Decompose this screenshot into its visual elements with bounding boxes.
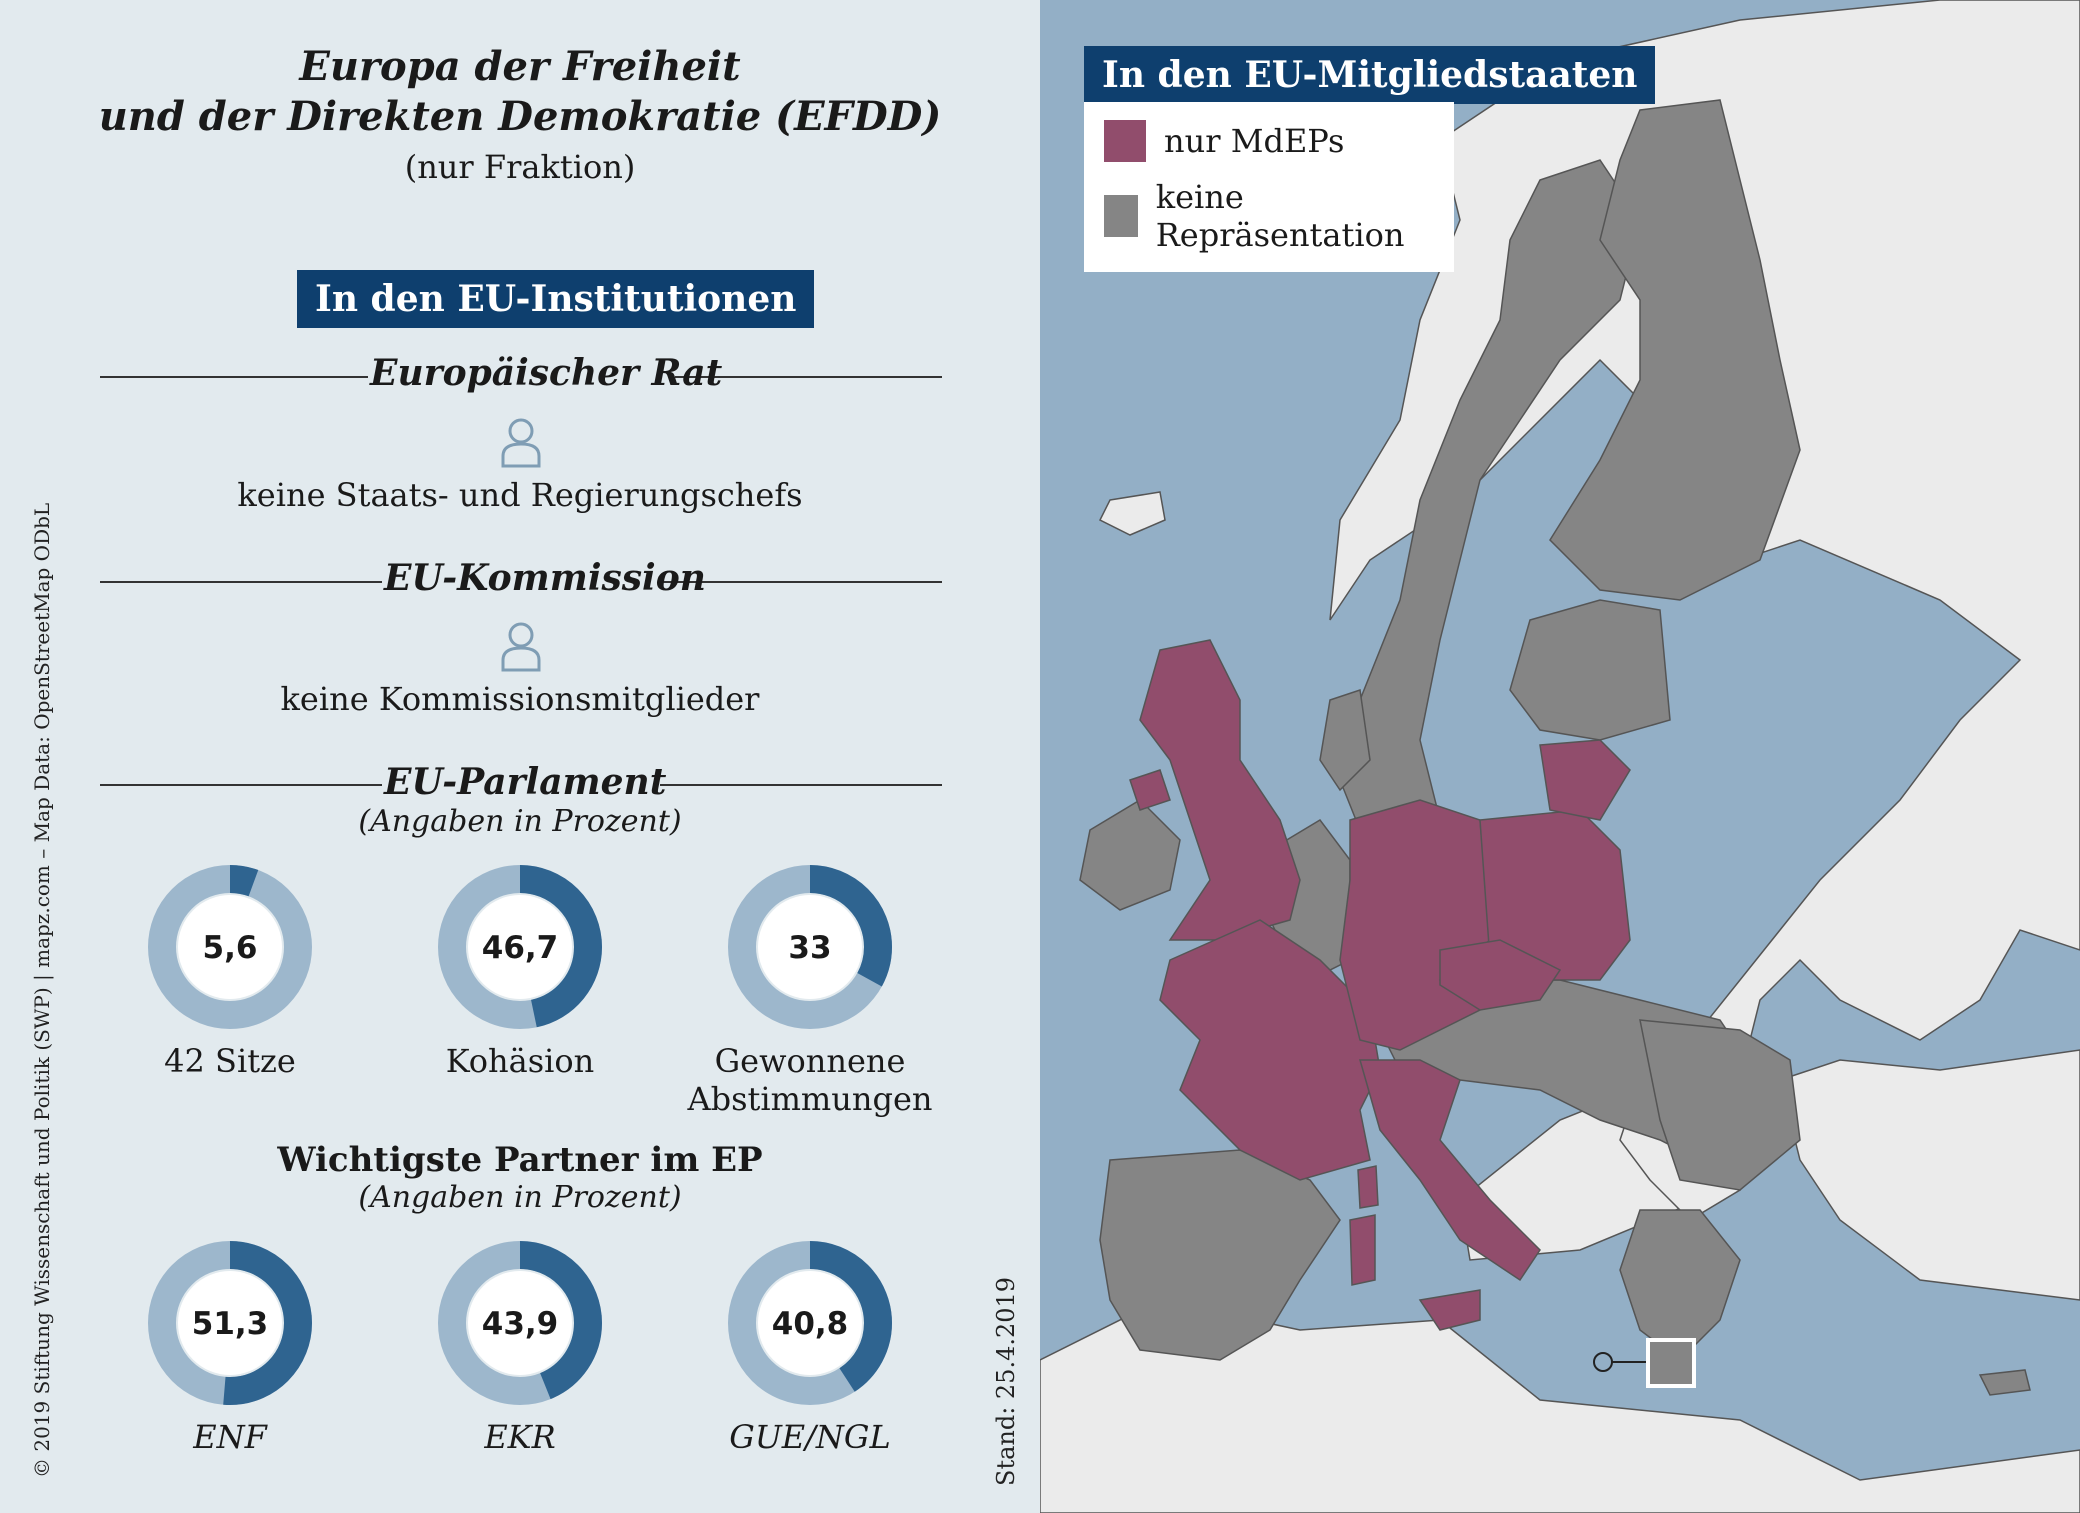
map-czechia: [1439, 939, 1562, 1011]
donut-caption: Gewonnene Abstimmungen: [687, 1042, 933, 1118]
map-germany: [1339, 799, 1491, 1051]
divider-line: [100, 376, 368, 378]
info-panel: Europa der Freiheit und der Direkten Dem…: [0, 0, 1040, 1513]
person-icon: [501, 418, 541, 468]
parliament-note: (Angaben in Prozent): [358, 804, 682, 839]
donut-value-label: 43,9: [482, 1306, 559, 1342]
donut-chart: 5,6: [148, 865, 312, 1029]
map-land-iceland: [1098, 491, 1166, 536]
map-france: [1159, 919, 1381, 1181]
council-heading: Europäischer Rat: [370, 352, 723, 394]
page-subtitle: (nur Fraktion): [404, 148, 636, 186]
donut-value-arc: [728, 865, 892, 1029]
stand-date: Stand: 25.4.2019: [992, 1276, 1020, 1486]
legend-item-none: keine Repräsentation: [1104, 178, 1434, 254]
donut-value-arc: [438, 865, 602, 1029]
donut-chart: 43,9: [438, 1241, 602, 1405]
donut-value-label: 40,8: [772, 1306, 849, 1342]
map-romania-bulgaria: [1639, 1019, 1801, 1191]
parliament-heading: EU-Parlament: [384, 761, 667, 803]
donut-value-arc: [438, 1241, 602, 1405]
donut-caption: 42 Sitze: [164, 1042, 296, 1080]
member-states-badge: In den EU-Mitgliedstaaten: [1084, 46, 1656, 104]
map-italy: [1359, 1059, 1541, 1282]
donut-chart: 33: [728, 865, 892, 1029]
page-title: Europa der Freiheit und der Direkten Dem…: [0, 42, 1040, 142]
donut-caption: GUE/NGL: [729, 1418, 891, 1456]
donut-center: [758, 895, 862, 999]
donut-center: [178, 895, 282, 999]
divider-line: [675, 376, 942, 378]
divider-line: [100, 581, 382, 583]
title-line-2: und der Direkten Demokratie (EFDD): [98, 93, 942, 140]
donut-center: [468, 895, 572, 999]
divider-line: [660, 581, 942, 583]
map-lithuania: [1539, 739, 1631, 821]
map-denmark: [1319, 689, 1371, 792]
donut-caption: Kohäsion: [445, 1042, 595, 1080]
map-baltics: [1509, 599, 1671, 741]
legend-swatch-none: [1104, 195, 1138, 237]
institutions-badge: In den EU-Institutionen: [297, 270, 815, 328]
legend-label-mdeps: nur MdEPs: [1164, 122, 1345, 160]
map-iberia: [1099, 1149, 1341, 1361]
donut-chart: 51,3: [148, 1241, 312, 1405]
donut-value-arc: [148, 1241, 312, 1405]
legend-item-mdeps: nur MdEPs: [1104, 120, 1434, 162]
donut-value-label: 46,7: [482, 930, 559, 966]
commission-heading: EU-Kommission: [384, 557, 706, 599]
donut-chart: 46,7: [438, 865, 602, 1029]
council-text: keine Staats- und Regierungschefs: [237, 476, 803, 514]
map-finland: [1549, 99, 1801, 601]
partners-note: (Angaben in Prozent): [358, 1180, 682, 1215]
donut-center: [758, 1271, 862, 1375]
donut-value-label: 51,3: [192, 1306, 269, 1342]
donut-value-arc: [728, 1241, 892, 1405]
map-northern-ireland: [1129, 769, 1171, 811]
legend-swatch-mdeps: [1104, 120, 1146, 162]
title-line-1: Europa der Freiheit: [299, 43, 741, 90]
malta-marker: [1593, 1352, 1613, 1372]
donut-value-label: 5,6: [203, 930, 258, 966]
europe-map: In den EU-Mitgliedstaaten nur MdEPs kein…: [1040, 0, 2080, 1513]
map-canvas: [1040, 0, 2080, 1513]
legend-label-none: keine Repräsentation: [1155, 178, 1405, 254]
divider-line: [100, 784, 382, 786]
copyright-credit: © 2019 Stiftung Wissenschaft und Politik…: [30, 502, 54, 1478]
donut-center: [468, 1271, 572, 1375]
map-ireland: [1079, 799, 1181, 911]
map-land-turkey-middle-east: [1779, 1049, 2080, 1301]
divider-line: [660, 784, 942, 786]
commission-text: keine Kommissionsmitglieder: [280, 680, 760, 718]
donut-caption: ENF: [193, 1418, 267, 1456]
map-cyprus: [1978, 1369, 2031, 1396]
map-greece: [1619, 1209, 1741, 1361]
donut-value-arc: [148, 865, 312, 1029]
map-sardinia: [1349, 1214, 1376, 1286]
map-legend: nur MdEPs keine Repräsentation: [1084, 102, 1454, 272]
donut-value-label: 33: [788, 930, 831, 966]
donut-caption: EKR: [484, 1418, 556, 1456]
donut-center: [178, 1271, 282, 1375]
partners-heading: Wichtigste Partner im EP: [277, 1140, 763, 1180]
map-corsica: [1357, 1165, 1379, 1209]
person-icon: [501, 622, 541, 672]
donut-chart: 40,8: [728, 1241, 892, 1405]
map-sicily: [1418, 1289, 1481, 1331]
malta-inset: [1646, 1338, 1696, 1388]
